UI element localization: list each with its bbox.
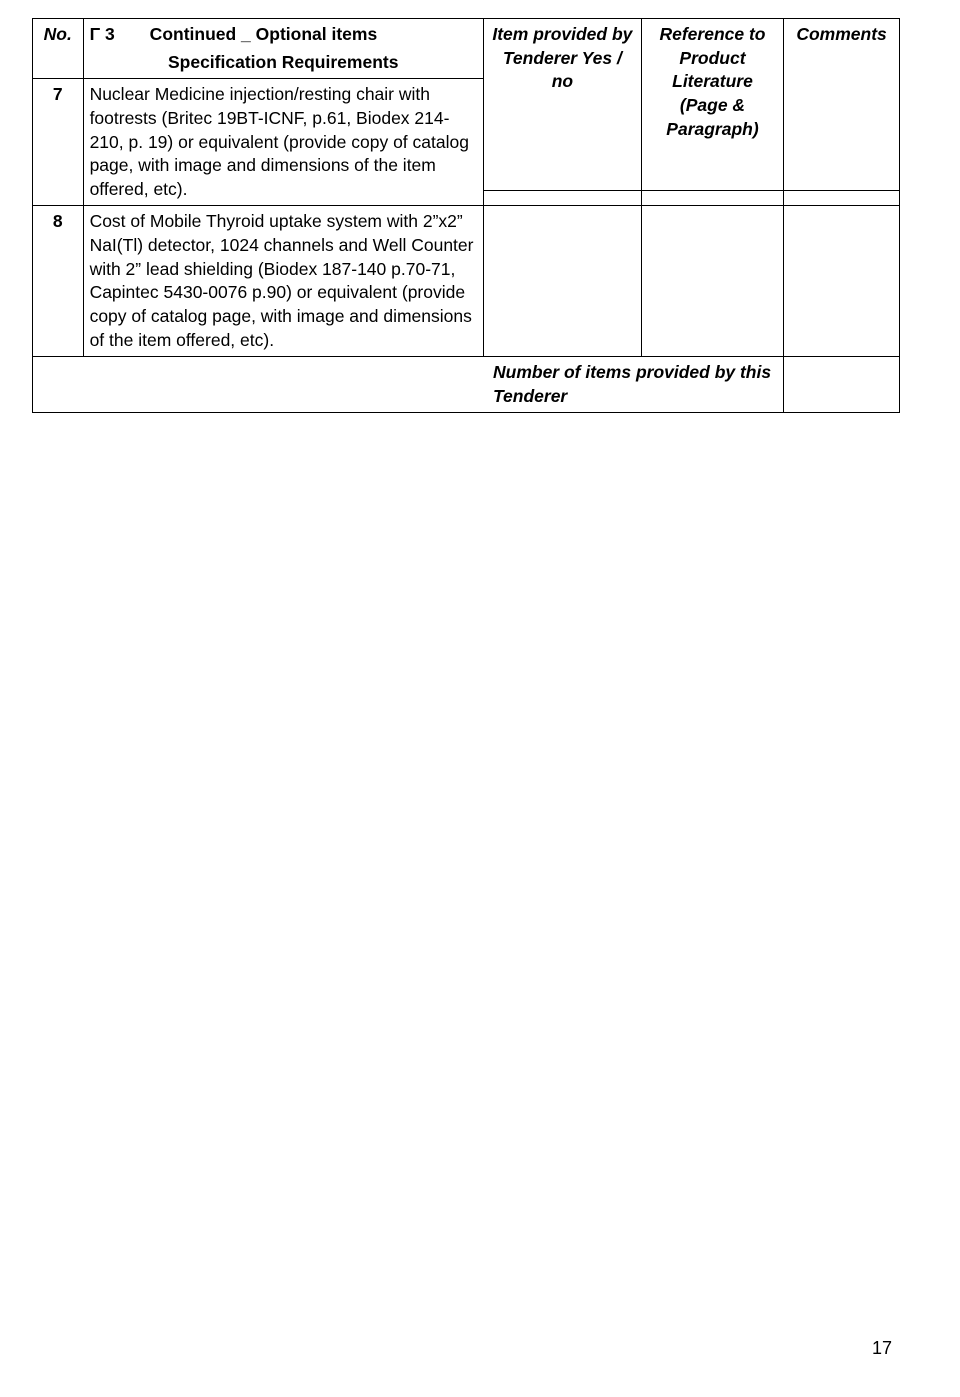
row-ref	[641, 206, 783, 357]
row-no: 8	[33, 206, 84, 357]
header-spec-line1: Γ 3 Continued _ Optional items	[90, 23, 477, 47]
page-container: No. Γ 3 Continued _ Optional items Speci…	[0, 0, 960, 413]
header-ref: Reference to Product Literature (Page & …	[641, 19, 783, 191]
row-yesno	[483, 191, 641, 206]
footer-value	[784, 357, 900, 413]
row-comments	[784, 191, 900, 206]
header-yesno: Item provided by Tenderer Yes / no	[483, 19, 641, 191]
footer-label: Number of items provided by this Tendere…	[33, 357, 784, 413]
row-yesno	[483, 206, 641, 357]
row-ref	[641, 191, 783, 206]
row-spec: Nuclear Medicine injection/resting chair…	[83, 79, 483, 206]
header-no: No.	[33, 19, 84, 79]
row-no: 7	[33, 79, 84, 206]
row-spec: Cost of Mobile Thyroid uptake system wit…	[83, 206, 483, 357]
header-spec-line2: Specification Requirements	[90, 51, 477, 75]
table-header-row: No. Γ 3 Continued _ Optional items Speci…	[33, 19, 900, 79]
row-comments	[784, 206, 900, 357]
table-row: 8 Cost of Mobile Thyroid uptake system w…	[33, 206, 900, 357]
header-spec: Γ 3 Continued _ Optional items Specifica…	[83, 19, 483, 79]
table-footer-row: Number of items provided by this Tendere…	[33, 357, 900, 413]
spec-table: No. Γ 3 Continued _ Optional items Speci…	[32, 18, 900, 413]
header-comments: Comments	[784, 19, 900, 191]
page-number: 17	[872, 1338, 892, 1359]
